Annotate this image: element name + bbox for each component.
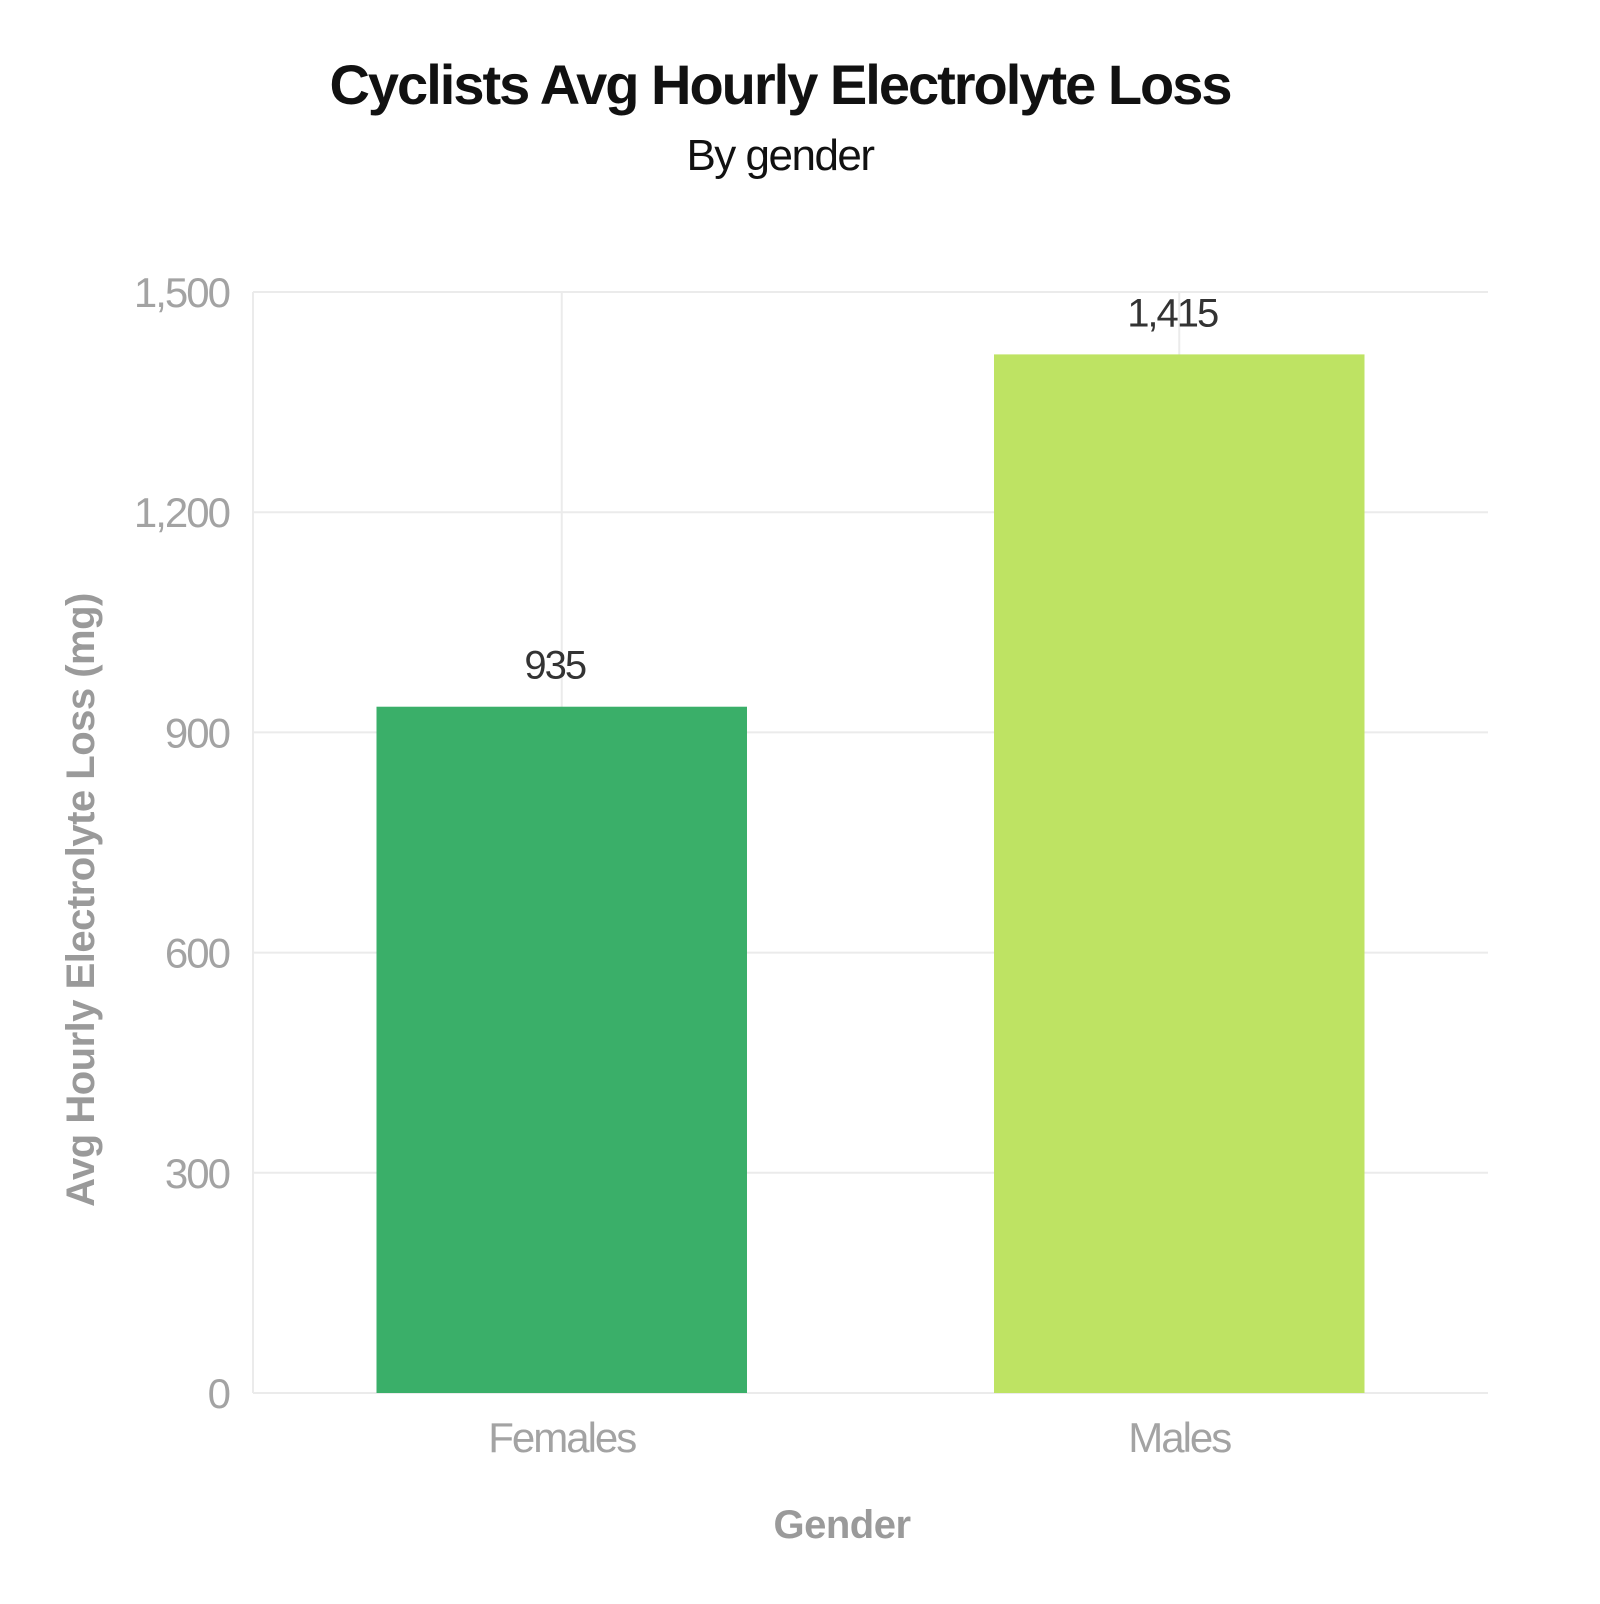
data-label: 1,415 bbox=[1127, 291, 1218, 335]
bar-females bbox=[376, 706, 747, 1393]
y-axis-title: Avg Hourly Electrolyte Loss (mg) bbox=[59, 593, 103, 1207]
bars bbox=[376, 354, 1365, 1393]
x-tick-label: Females bbox=[488, 1414, 636, 1461]
y-axis-ticks: 0 300 600 900 1,200 1,500 bbox=[134, 269, 232, 1417]
y-tick-label: 1,200 bbox=[134, 489, 230, 536]
y-tick-label: 0 bbox=[208, 1370, 230, 1417]
y-tick-label: 1,500 bbox=[134, 269, 230, 316]
data-label: 935 bbox=[524, 644, 585, 688]
chart-title: Cyclists Avg Hourly Electrolyte Loss bbox=[329, 53, 1230, 116]
y-tick-label: 300 bbox=[165, 1150, 230, 1197]
y-tick-label: 900 bbox=[165, 709, 230, 756]
bar-males bbox=[994, 354, 1365, 1393]
data-labels: 935 1,415 bbox=[524, 291, 1220, 688]
chart-subtitle: By gender bbox=[686, 131, 874, 180]
x-axis-ticks: Females Males bbox=[488, 1414, 1233, 1461]
y-tick-label: 600 bbox=[165, 930, 230, 977]
x-axis-title: Gender bbox=[773, 1503, 910, 1547]
x-tick-label: Males bbox=[1128, 1414, 1231, 1461]
